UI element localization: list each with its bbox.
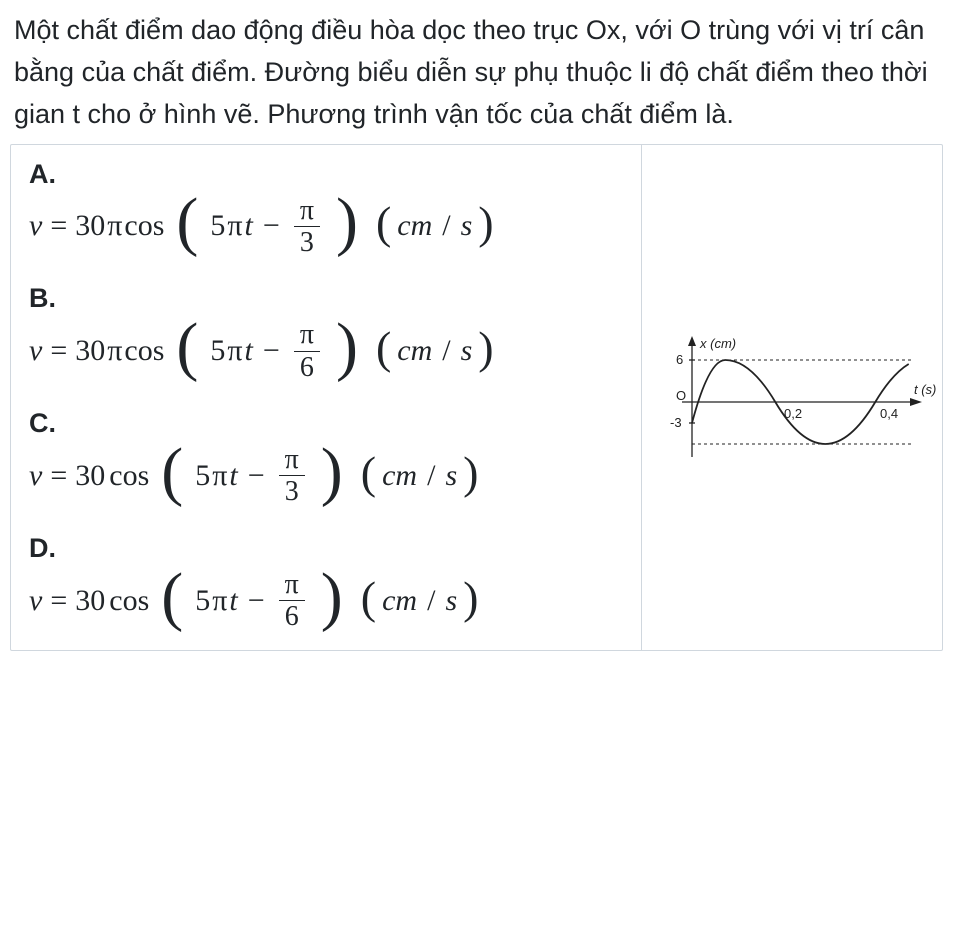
answers-box: A. v = 30πcos ( 5πt − π 3 ) <box>10 144 943 651</box>
frac-num: π <box>294 196 320 227</box>
option-b[interactable]: B. v = 30πcos ( 5πt − π 6 ) <box>29 283 631 382</box>
amp-pi: π <box>107 334 122 368</box>
y-tick-neg3-label: -3 <box>670 415 682 430</box>
var-v: v <box>29 584 42 618</box>
page-root: Một chất điểm dao động điều hòa dọc theo… <box>0 0 953 651</box>
unit-s: s <box>441 459 461 493</box>
option-d[interactable]: D. v = 30cos ( 5πt − π 6 ) <box>29 533 631 632</box>
option-d-formula: v = 30cos ( 5πt − π 6 ) ( cm <box>29 570 631 632</box>
graph-column: x (cm) 6 -3 O 0,2 0,4 t (s) <box>642 145 942 650</box>
option-c-formula: v = 30cos ( 5πt − π 3 ) ( cm <box>29 445 631 507</box>
arg-t: t <box>229 584 237 618</box>
var-v: v <box>29 334 42 368</box>
x-axis-label: t (s) <box>914 382 936 397</box>
amp-value: 30 <box>75 584 105 618</box>
frac-num: π <box>279 445 305 476</box>
arg-t: t <box>245 209 253 243</box>
unit-s: s <box>441 584 461 618</box>
phase-fraction: π 3 <box>279 445 305 507</box>
equals-sign: = <box>44 334 73 368</box>
equals-sign: = <box>44 209 73 243</box>
amp-pi: π <box>107 209 122 243</box>
func-cos: cos <box>124 209 164 243</box>
unit-cm: cm <box>393 334 436 368</box>
option-b-label: B. <box>29 283 631 314</box>
omega-coef: 5 <box>195 584 210 618</box>
amp-value: 30 <box>75 459 105 493</box>
arg-t: t <box>229 459 237 493</box>
frac-den: 3 <box>279 476 305 506</box>
option-a[interactable]: A. v = 30πcos ( 5πt − π 3 ) <box>29 159 631 258</box>
phase-fraction: π 6 <box>294 320 320 382</box>
option-a-label: A. <box>29 159 631 190</box>
phase-fraction: π 6 <box>279 570 305 632</box>
unit-s: s <box>457 334 477 368</box>
x-axis-arrow-icon <box>910 398 922 406</box>
phase-fraction: π 3 <box>294 196 320 258</box>
origin-label: O <box>676 388 686 403</box>
omega-pi: π <box>227 209 242 243</box>
var-v: v <box>29 209 42 243</box>
equals-sign: = <box>44 459 73 493</box>
minus-sign: − <box>240 459 273 493</box>
unit-slash: / <box>438 209 454 243</box>
amp-value: 30 <box>75 334 105 368</box>
unit-slash: / <box>423 459 439 493</box>
func-cos: cos <box>109 584 149 618</box>
func-cos: cos <box>109 459 149 493</box>
unit-cm: cm <box>378 459 421 493</box>
displacement-graph: x (cm) 6 -3 O 0,2 0,4 t (s) <box>652 312 932 482</box>
minus-sign: − <box>240 584 273 618</box>
unit-slash: / <box>423 584 439 618</box>
question-text: Một chất điểm dao động điều hòa dọc theo… <box>0 0 953 144</box>
func-cos: cos <box>124 334 164 368</box>
y-axis-arrow-icon <box>688 336 696 346</box>
frac-num: π <box>294 320 320 351</box>
arg-t: t <box>245 334 253 368</box>
frac-den: 6 <box>294 352 320 382</box>
omega-pi: π <box>227 334 242 368</box>
y-axis-label: x (cm) <box>699 336 736 351</box>
unit-slash: / <box>438 334 454 368</box>
option-a-formula: v = 30πcos ( 5πt − π 3 ) ( cm <box>29 196 631 258</box>
omega-pi: π <box>212 584 227 618</box>
option-b-formula: v = 30πcos ( 5πt − π 6 ) ( cm <box>29 320 631 382</box>
omega-pi: π <box>212 459 227 493</box>
omega-coef: 5 <box>210 334 225 368</box>
y-tick-6-label: 6 <box>676 352 683 367</box>
omega-coef: 5 <box>210 209 225 243</box>
omega-coef: 5 <box>195 459 210 493</box>
frac-den: 6 <box>279 601 305 631</box>
answers-column: A. v = 30πcos ( 5πt − π 3 ) <box>11 145 642 650</box>
x-tick-04-label: 0,4 <box>880 406 898 421</box>
frac-den: 3 <box>294 227 320 257</box>
unit-cm: cm <box>393 209 436 243</box>
minus-sign: − <box>255 209 288 243</box>
option-c[interactable]: C. v = 30cos ( 5πt − π 3 ) <box>29 408 631 507</box>
minus-sign: − <box>255 334 288 368</box>
x-tick-02-label: 0,2 <box>784 406 802 421</box>
var-v: v <box>29 459 42 493</box>
amp-value: 30 <box>75 209 105 243</box>
unit-s: s <box>457 209 477 243</box>
unit-cm: cm <box>378 584 421 618</box>
equals-sign: = <box>44 584 73 618</box>
frac-num: π <box>279 570 305 601</box>
